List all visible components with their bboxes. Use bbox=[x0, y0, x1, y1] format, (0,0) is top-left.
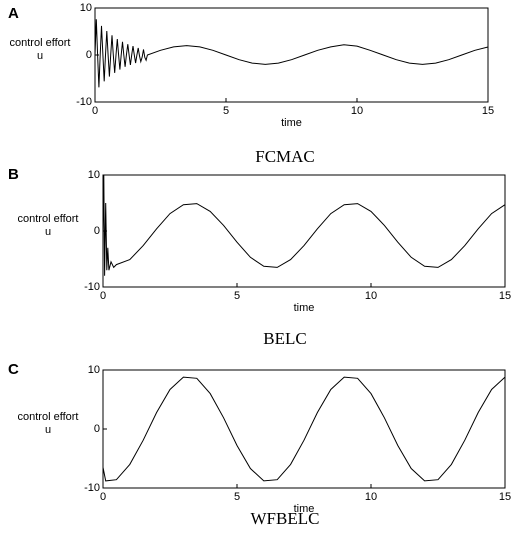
panel-label: B bbox=[8, 166, 19, 183]
caption: BELC bbox=[263, 329, 306, 348]
y-tick-label: 10 bbox=[88, 364, 100, 376]
y-tick-label: 10 bbox=[80, 2, 92, 14]
plot-frame bbox=[102, 369, 506, 489]
y-tick-label: -10 bbox=[76, 96, 92, 108]
y-axis-label: u bbox=[37, 50, 43, 62]
x-tick-label: 10 bbox=[365, 491, 377, 503]
x-tick-label: 10 bbox=[351, 105, 363, 117]
caption: FCMAC bbox=[255, 147, 315, 166]
y-tick-label: 10 bbox=[88, 169, 100, 181]
y-axis-label: control effort bbox=[18, 411, 79, 423]
plot-frame bbox=[94, 7, 489, 103]
y-tick-label: 0 bbox=[94, 225, 100, 237]
x-tick-label: 5 bbox=[234, 290, 240, 302]
x-axis-label: time bbox=[281, 117, 302, 129]
y-tick-label: -10 bbox=[84, 482, 100, 494]
x-tick-label: 0 bbox=[92, 105, 98, 117]
x-tick-label: 15 bbox=[499, 491, 511, 503]
panel-label: A bbox=[8, 5, 19, 22]
plot-frame bbox=[102, 174, 506, 288]
x-axis-label: time bbox=[294, 503, 315, 515]
x-tick-label: 5 bbox=[223, 105, 229, 117]
caption: WFBELC bbox=[251, 509, 320, 528]
y-tick-label: 0 bbox=[86, 49, 92, 61]
x-tick-label: 5 bbox=[234, 491, 240, 503]
x-tick-label: 15 bbox=[499, 290, 511, 302]
x-tick-label: 10 bbox=[365, 290, 377, 302]
y-tick-label: 0 bbox=[94, 423, 100, 435]
y-axis-label: u bbox=[45, 424, 51, 436]
y-axis-label: control effort bbox=[10, 37, 71, 49]
x-tick-label: 15 bbox=[482, 105, 494, 117]
line bbox=[94, 19, 489, 88]
y-axis-label: u bbox=[45, 226, 51, 238]
line bbox=[102, 174, 506, 276]
line bbox=[102, 376, 506, 482]
panel-label: C bbox=[8, 361, 19, 378]
y-axis-label: control effort bbox=[18, 213, 79, 225]
y-tick-label: -10 bbox=[84, 281, 100, 293]
x-tick-label: 0 bbox=[100, 290, 106, 302]
x-axis-label: time bbox=[294, 302, 315, 314]
x-tick-label: 0 bbox=[100, 491, 106, 503]
